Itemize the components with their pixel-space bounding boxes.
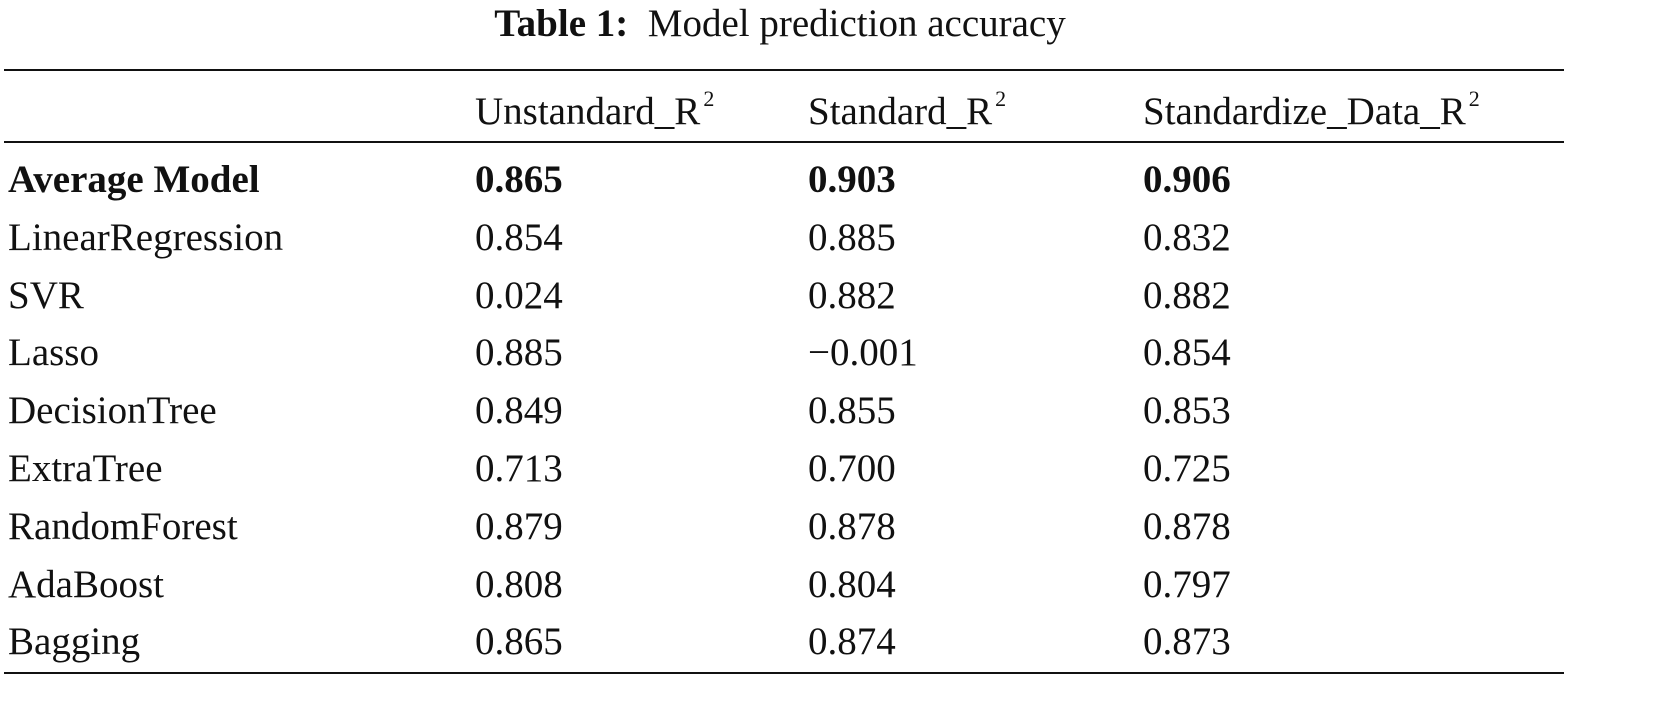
row-label: Average Model <box>8 158 260 201</box>
column-header: Standardize_Data_R 2 <box>1143 86 1480 133</box>
row-label: SVR <box>8 273 84 317</box>
row-label: ExtraTree <box>8 447 163 490</box>
cell-value: 0.797 <box>1143 562 1231 606</box>
cell-value: 0.882 <box>1143 273 1231 317</box>
cell-value: 0.878 <box>1143 504 1231 548</box>
bottom-rule <box>4 672 1564 674</box>
row-label: DecisionTree <box>8 389 217 433</box>
cell-value: 0.808 <box>475 562 563 606</box>
cell-value: 0.885 <box>808 215 896 259</box>
column-header: Unstandard_R 2 <box>475 86 715 133</box>
cell-value: 0.725 <box>1143 447 1231 490</box>
header-superscript: 2 <box>1468 86 1480 111</box>
cell-value: 0.865 <box>475 620 563 664</box>
row-label: Lasso <box>8 331 99 375</box>
row-label: LinearRegression <box>8 215 284 259</box>
cell-value: 0.832 <box>1143 215 1231 259</box>
caption-title: Model prediction accuracy <box>647 2 1066 45</box>
cell-value: 0.906 <box>1143 158 1231 201</box>
top-rule <box>4 69 1564 71</box>
cell-value: 0.849 <box>475 389 563 433</box>
cell-value: 0.865 <box>475 158 563 201</box>
header-superscript: 2 <box>703 86 715 111</box>
cell-value: 0.804 <box>808 562 896 606</box>
row-label: RandomForest <box>8 504 238 548</box>
mid-rule <box>4 141 1564 143</box>
cell-value: −0.001 <box>808 331 918 375</box>
cell-value: 0.873 <box>1143 620 1231 664</box>
cell-value: 0.855 <box>808 389 896 433</box>
header-text: Unstandard_R <box>475 90 701 133</box>
cell-value: 0.854 <box>1143 331 1231 375</box>
column-header: Standard_R 2 <box>808 86 1007 133</box>
cell-value: 0.713 <box>475 447 563 490</box>
caption-label: Table 1: <box>494 2 629 45</box>
row-label: AdaBoost <box>8 562 164 606</box>
cell-value: 0.879 <box>475 504 563 548</box>
cell-value: 0.024 <box>475 273 563 317</box>
header-superscript: 2 <box>995 86 1007 111</box>
cell-value: 0.874 <box>808 620 896 664</box>
cell-value: 0.882 <box>808 273 896 317</box>
header-text: Standardize_Data_R <box>1143 90 1466 133</box>
cell-value: 0.885 <box>475 331 563 375</box>
caption: Table 1: Model prediction accuracy <box>0 4 1560 43</box>
cell-value: 0.903 <box>808 158 896 201</box>
cell-value: 0.878 <box>808 504 896 548</box>
cell-value: 0.854 <box>475 215 563 259</box>
cell-value: 0.853 <box>1143 389 1231 433</box>
row-label: Bagging <box>8 620 141 664</box>
header-text: Standard_R <box>808 90 993 133</box>
cell-value: 0.700 <box>808 447 896 490</box>
